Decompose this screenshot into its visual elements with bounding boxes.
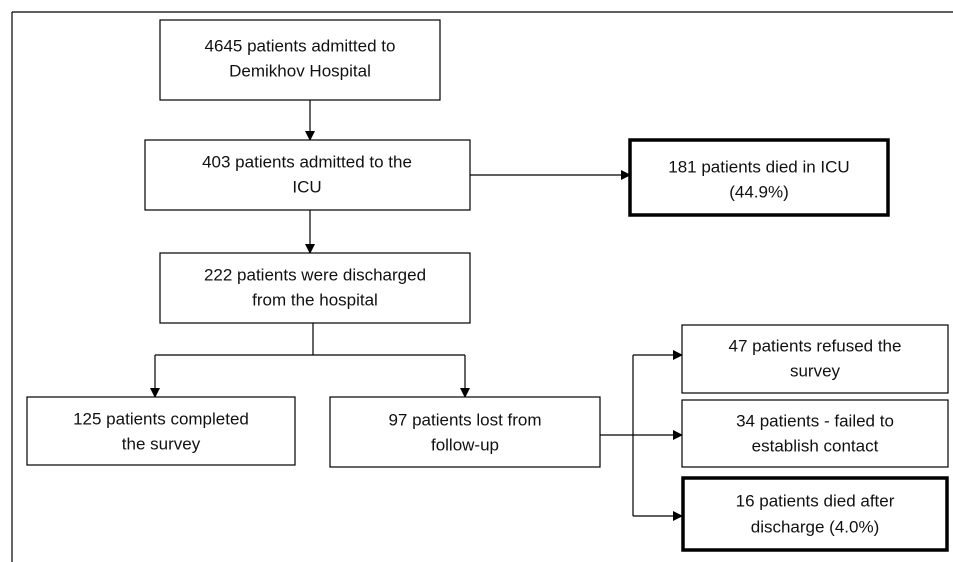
box-text: survey [790,361,841,380]
box [159,19,441,101]
box-text: ICU [292,177,321,196]
box-text: 181 patients died in ICU [668,157,849,176]
box [329,396,601,468]
box-text: (44.9%) [729,182,789,201]
box-text: 125 patients completed [73,409,249,428]
box-text: establish contact [752,436,879,455]
box [681,476,949,552]
box [159,252,471,324]
box-text: 4645 patients admitted to [205,36,396,55]
box [144,139,471,211]
box-text: 97 patients lost from [388,410,541,429]
box [26,396,296,466]
box-text: 222 patients were discharged [204,265,426,284]
box [681,399,949,468]
box-text: 34 patients - failed to [736,411,894,430]
box-text: discharge (4.0%) [751,517,880,536]
box-text: Demikhov Hospital [229,61,371,80]
box-text: the survey [122,434,201,453]
box-text: follow-up [431,435,499,454]
box [628,138,890,217]
box-text: from the hospital [252,290,378,309]
box-text: 403 patients admitted to the [202,152,412,171]
box-text: 16 patients died after [736,491,895,510]
box-text: 47 patients refused the [729,336,902,355]
box [681,324,949,394]
